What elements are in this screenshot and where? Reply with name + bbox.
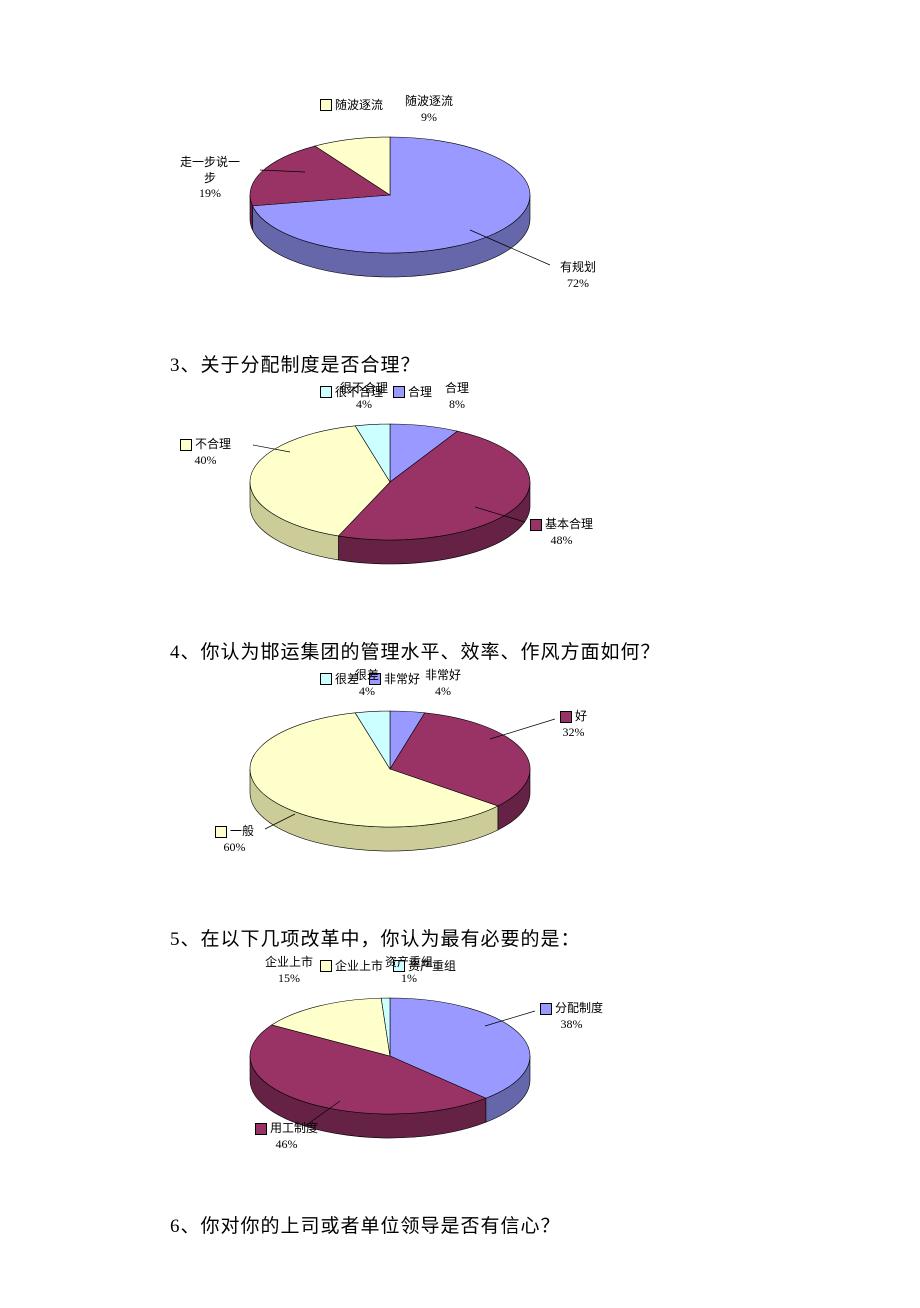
- slice-label: 一般60%: [215, 824, 254, 855]
- slice-label: 合理8%: [445, 381, 469, 412]
- slice-label: 基本合理48%: [530, 517, 593, 548]
- pie-chart: 很不合理合理很不合理4%合理8%不合理40%基本合理48%: [190, 387, 610, 607]
- legend-item: 企业上市: [320, 957, 383, 974]
- slice-label: 走一步说一步19%: [180, 155, 240, 202]
- slice-label: 非常好4%: [425, 668, 461, 699]
- pie-chart: 随波逐流随波逐流9%走一步说一步19%有规划72%: [190, 100, 610, 320]
- question-text: 4、你认为邯运集团的管理水平、效率、作风方面如何？: [170, 637, 770, 664]
- slice-label: 不合理40%: [180, 437, 231, 468]
- slice-label: 很不合理4%: [340, 381, 388, 412]
- legend-item: 很差: [320, 670, 359, 687]
- question-text: 5、在以下几项改革中，你认为最有必要的是：: [170, 924, 770, 951]
- slice-label: 用工制度46%: [255, 1121, 318, 1152]
- legend-item: 合理: [393, 383, 432, 400]
- pie-chart: 企业上市资产重组企业上市15%资产重组1%分配制度38%用工制度46%: [190, 961, 610, 1181]
- slice-label: 好32%: [560, 709, 587, 740]
- slice-label: 有规划72%: [560, 260, 596, 291]
- question-text: 3、关于分配制度是否合理？: [170, 350, 770, 377]
- legend-item: 随波逐流: [320, 96, 383, 113]
- slice-label: 企业上市15%: [265, 955, 313, 986]
- slice-label: 分配制度38%: [540, 1001, 603, 1032]
- slice-label: 很差4%: [355, 668, 379, 699]
- slice-label: 资产重组1%: [385, 955, 433, 986]
- pie-chart: 很差非常好很差4%非常好4%好32%一般60%: [190, 674, 610, 894]
- slice-label: 随波逐流9%: [405, 94, 453, 125]
- legend: 随波逐流: [320, 96, 383, 113]
- question-text: 6、你对你的上司或者单位领导是否有信心？: [170, 1211, 770, 1238]
